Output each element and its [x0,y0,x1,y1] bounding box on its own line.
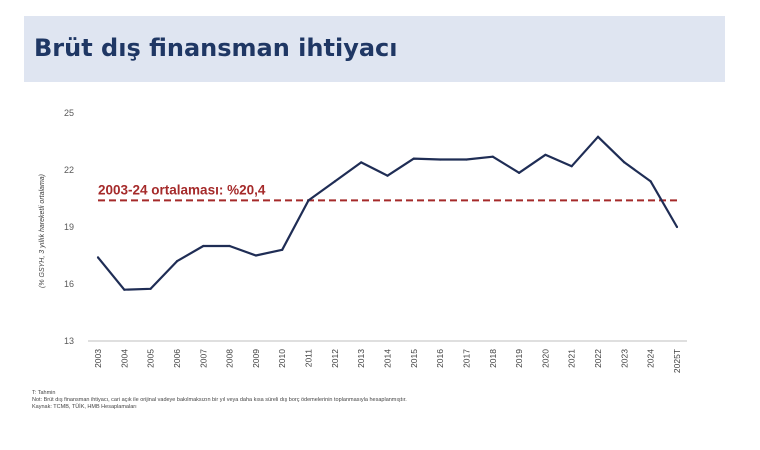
series-line [97,135,678,291]
data-point [202,244,205,248]
data-point [412,157,415,160]
data-point [439,158,442,161]
data-point [570,165,573,168]
data-point [96,256,100,259]
x-tick-label: 2016 [435,349,445,368]
x-tick-label: 2006 [172,349,182,368]
data-point [517,171,521,174]
y-axis-label: (% GSYH, 3 yıllık hareketli ortalama) [39,174,46,288]
data-point [623,161,626,164]
data-point [254,254,258,257]
average-reference-label: 2003-24 ortalaması: %20,4 [98,182,266,197]
x-tick-label: 2014 [383,349,393,368]
data-point [149,287,152,290]
data-point [175,260,179,263]
x-tick-label: 2025T [672,349,682,373]
y-tick-label: 13 [64,336,74,346]
y-tick-label: 22 [64,165,74,175]
data-point [333,180,336,183]
x-tick-label: 2023 [619,349,629,368]
note-definition: Not: Brüt dış finansman ihtiyacı, cari a… [32,397,407,403]
x-tick-label: 2022 [593,349,603,368]
data-point [360,161,363,164]
data-point [307,199,310,202]
data-point [123,288,126,291]
title-banner: Brüt dış finansman ihtiyacı [24,16,725,82]
data-point [675,225,679,229]
x-tick-label: 2005 [146,349,156,368]
x-tick-label: 2011 [304,349,314,368]
footnotes: T: Tahmin Not: Brüt dış finansman ihtiya… [32,390,407,411]
note-source: Kaynak: TCMB, TÜİK, HMB Hesaplamaları [32,404,137,410]
x-tick-label: 2013 [356,349,366,368]
data-point [386,174,389,177]
data-point [649,180,652,183]
y-tick-label: 19 [64,222,74,232]
x-tick-label: 2018 [488,349,498,368]
x-tick-label: 2004 [119,349,129,368]
data-point [465,158,468,161]
x-tick-label: 2008 [225,349,235,368]
data-point [544,153,547,156]
x-tick-label: 2017 [461,349,471,368]
data-point [596,135,600,138]
x-tick-label: 2015 [409,349,419,368]
x-tick-label: 2010 [277,349,287,368]
y-tick-label: 25 [64,108,74,118]
x-tick-label: 2024 [646,349,656,368]
x-tick-label: 2019 [514,349,524,368]
x-tick-label: 2021 [567,349,577,368]
x-tick-label: 2007 [198,349,208,368]
x-tick-label: 2020 [540,349,550,368]
x-tick-label: 2012 [330,349,340,368]
data-point [228,244,231,248]
x-tick-label: 2003 [93,349,103,368]
data-point [281,248,284,251]
y-tick-label: 16 [64,279,74,289]
x-tick-label: 2009 [251,349,261,368]
note-estimate: T: Tahmin [32,390,56,396]
page-title: Brüt dış finansman ihtiyacı [34,34,398,62]
data-point [491,155,494,158]
